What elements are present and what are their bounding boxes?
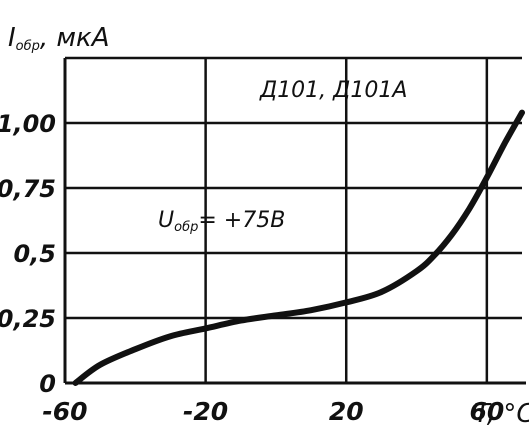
series-group xyxy=(72,109,525,386)
x-tick-label: 60 xyxy=(469,397,504,426)
y-ticks: 0 0,25 0,5 0,75 1,00 xyxy=(0,110,56,398)
x-tick-label: -20 xyxy=(183,397,228,426)
y-tick-label: 0,75 xyxy=(0,175,56,203)
y-tick-label: 0,25 xyxy=(0,305,56,333)
y-axis-title: Iобр, мкА xyxy=(8,23,110,54)
y-tick-label: 1,00 xyxy=(0,110,56,138)
series-line xyxy=(72,109,525,386)
device-annotation: Д101, Д101А xyxy=(259,78,407,103)
voltage-annotation: Uобр= +75В xyxy=(158,208,285,235)
x-ticks: -60 -20 20 60 xyxy=(42,397,504,426)
y-tick-label: 0,5 xyxy=(13,240,56,268)
x-tick-label: -60 xyxy=(42,397,87,426)
x-axis-title: T, °C xyxy=(474,399,529,428)
y-tick-label: 0 xyxy=(39,370,56,398)
x-tick-label: 20 xyxy=(329,397,364,426)
grid xyxy=(63,56,526,385)
